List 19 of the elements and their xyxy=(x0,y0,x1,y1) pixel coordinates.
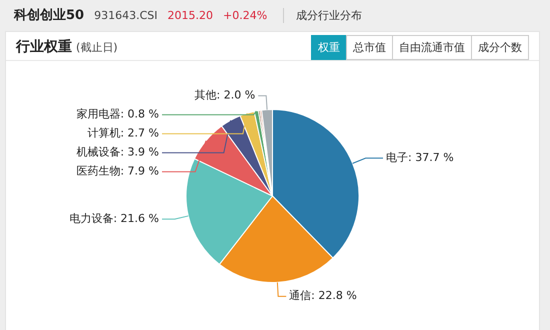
slice-label: 机械设备: 3.9 % xyxy=(76,146,159,159)
text: 931643.CSI xyxy=(94,8,158,22)
slice-label: 医药生物: 7.9 % xyxy=(76,164,159,178)
text: 权重 xyxy=(311,35,347,60)
slice-label: 计算机: 2.7 % xyxy=(87,126,159,140)
text: +0.24% xyxy=(223,8,268,22)
slice-label: 电力设备: 21.6 % xyxy=(69,212,159,226)
text: 2015.20 xyxy=(168,8,213,22)
slice-label: 电子: 37.7 % xyxy=(386,150,454,164)
text: 成分行业分布 xyxy=(283,8,362,22)
chart-subtitle: (截止日) xyxy=(76,41,118,54)
text: 科创创业50 xyxy=(14,7,84,24)
text: 成分个数 xyxy=(471,35,529,60)
slice-label: 家用电器: 0.8 % xyxy=(76,108,159,121)
text: 自由流通市值 xyxy=(392,35,472,60)
text: 总市值 xyxy=(346,35,393,60)
slice-label: 通信: 22.8 % xyxy=(289,289,357,302)
chart-title: 行业权重 xyxy=(16,39,72,55)
slice-label: 其他: 2.0 % xyxy=(194,88,256,102)
